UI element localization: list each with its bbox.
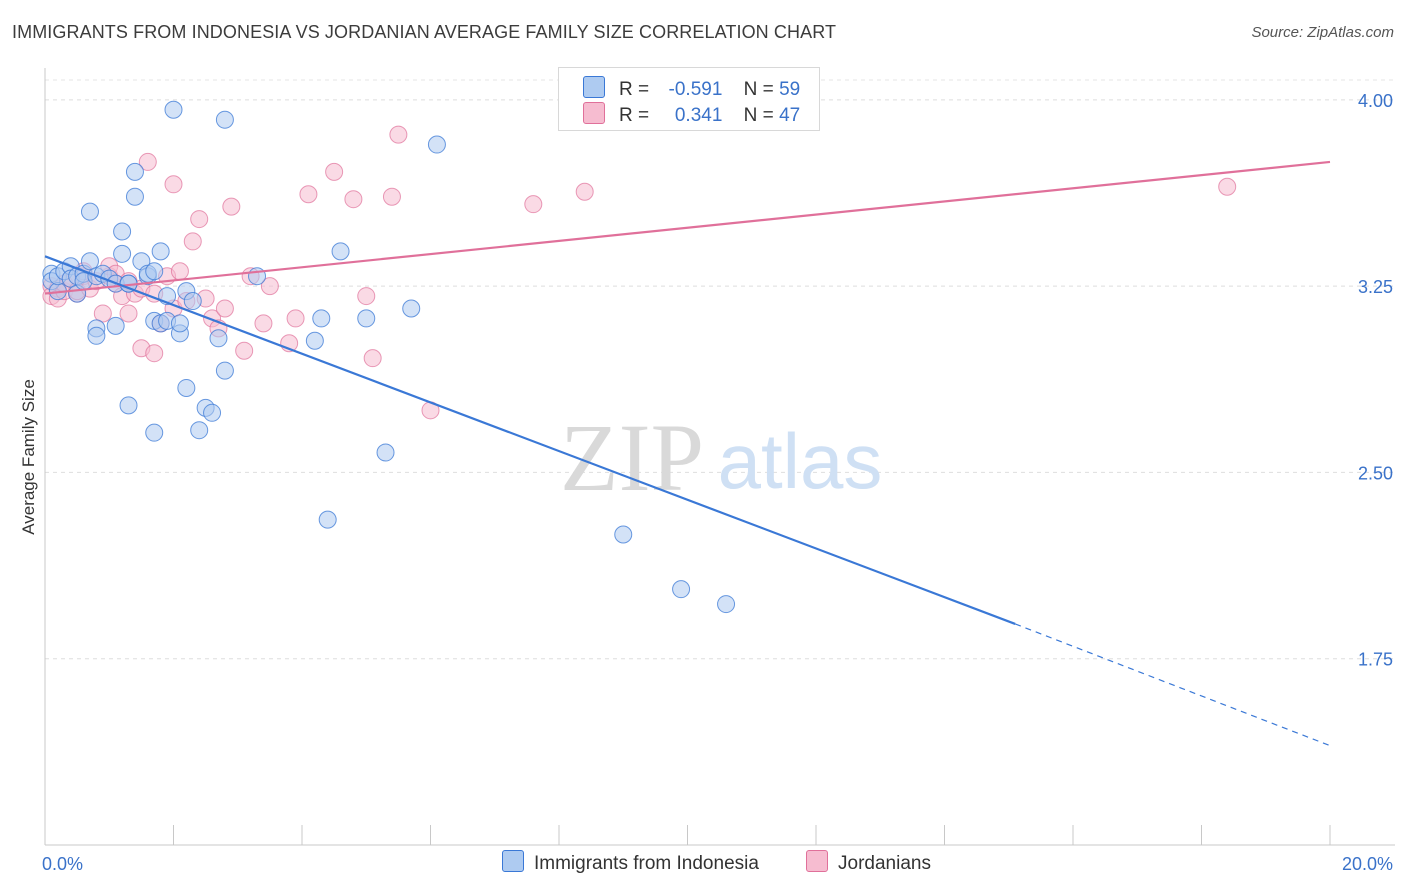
indonesia-point [145,262,164,281]
jordanians-point [183,232,202,251]
r-label: R = [619,79,650,100]
y-axis-label: Average Family Size [19,379,38,535]
y-tick-label: 3.25 [1358,277,1393,297]
indonesia-point [305,331,324,350]
jordanians-point [286,309,305,328]
jordanians-point [235,341,254,360]
indonesia-point [183,292,202,311]
jordanians-point [575,182,594,201]
legend-item-indonesia: Immigrants from Indonesia [502,850,759,875]
correlation-legend: R = -0.591 N = 59 R = 0.341 N = 47 [558,67,820,131]
indonesia-point [80,252,99,271]
legend-label: Immigrants from Indonesia [534,853,759,874]
x-tick-label-right: 20.0% [1342,854,1393,874]
indonesia-point [614,525,633,544]
blue-swatch-icon [502,850,524,872]
indonesia-point [125,187,144,206]
indonesia-trend-line [44,255,1016,625]
indonesia-point [318,510,337,529]
jordanians-point [524,195,543,214]
indonesia-points [42,100,736,614]
indonesia-point [113,222,132,241]
tick-labels: 1.75 2.50 3.25 4.00 0.0% 20.0% [42,91,1393,874]
jordanians-point [164,175,183,194]
legend-label: Jordanians [838,853,931,874]
y-tick-label: 2.50 [1358,463,1393,483]
jordanians-point [1218,177,1237,196]
indonesia-point [170,314,189,333]
legend-item-jordanians: Jordanians [806,850,931,875]
chart-title: IMMIGRANTS FROM INDONESIA VS JORDANIAN A… [12,22,837,42]
jordanians-point [145,344,164,363]
indonesia-point [209,329,228,348]
indonesia-trend-extension [1014,623,1331,747]
jordanians-point [119,304,138,323]
jordanians-point [357,287,376,306]
x-tick-label-left: 0.0% [42,854,83,874]
indonesia-point [113,244,132,263]
pink-swatch-icon [583,102,605,124]
watermark-zip: ZIP [560,404,704,511]
jordanians-point [93,304,112,323]
indonesia-point [151,242,170,261]
indonesia-point [215,361,234,380]
n-value: 47 [779,105,801,126]
jordanians-point [344,190,363,209]
jordanians-point [299,185,318,204]
pink-swatch-icon [806,850,828,872]
indonesia-point [427,135,446,154]
indonesia-point [357,309,376,328]
watermark-atlas: atlas [718,417,883,505]
r-label: R = [619,105,650,126]
indonesia-point [119,396,138,415]
jordanians-trend-line [44,160,1331,295]
jordanians-point [389,125,408,144]
n-label: N = [743,105,774,126]
indonesia-point [125,162,144,181]
legend-row-jordanians: R = 0.341 N = 47 [583,102,800,126]
jordanians-point [363,349,382,368]
n-label: N = [743,79,774,100]
indonesia-point [87,326,106,345]
legend-row-indonesia: R = -0.591 N = 59 [583,76,800,100]
indonesia-point [312,309,331,328]
indonesia-point [177,378,196,397]
jordanians-point [260,277,279,296]
gridlines [45,79,1395,660]
y-tick-label: 4.00 [1358,91,1393,111]
jordanians-point [254,314,273,333]
r-value: -0.591 [668,79,723,100]
jordanians-point [222,197,241,216]
y-tick-label: 1.75 [1358,650,1393,670]
indonesia-point [106,316,125,335]
r-value: 0.341 [674,105,723,126]
indonesia-point [331,242,350,261]
indonesia-point [80,202,99,221]
blue-swatch-icon [583,76,605,98]
indonesia-point [145,423,164,442]
trend-lines [44,160,1331,747]
jordanians-point [215,299,234,318]
source-label: Source: ZipAtlas.com [1251,24,1394,41]
indonesia-point [402,299,421,318]
indonesia-point [164,100,183,119]
jordanians-point [382,187,401,206]
indonesia-point [190,421,209,440]
indonesia-point [215,110,234,129]
indonesia-point [717,595,736,614]
watermark: ZIP atlas [560,404,882,511]
jordanians-point [190,210,209,229]
n-value: 59 [779,79,801,100]
jordanians-point [170,262,189,281]
jordanians-point [325,162,344,181]
jordanians-point [138,152,157,171]
axes [44,68,1395,846]
indonesia-point [203,403,222,422]
indonesia-point [672,580,691,599]
indonesia-point [376,443,395,462]
